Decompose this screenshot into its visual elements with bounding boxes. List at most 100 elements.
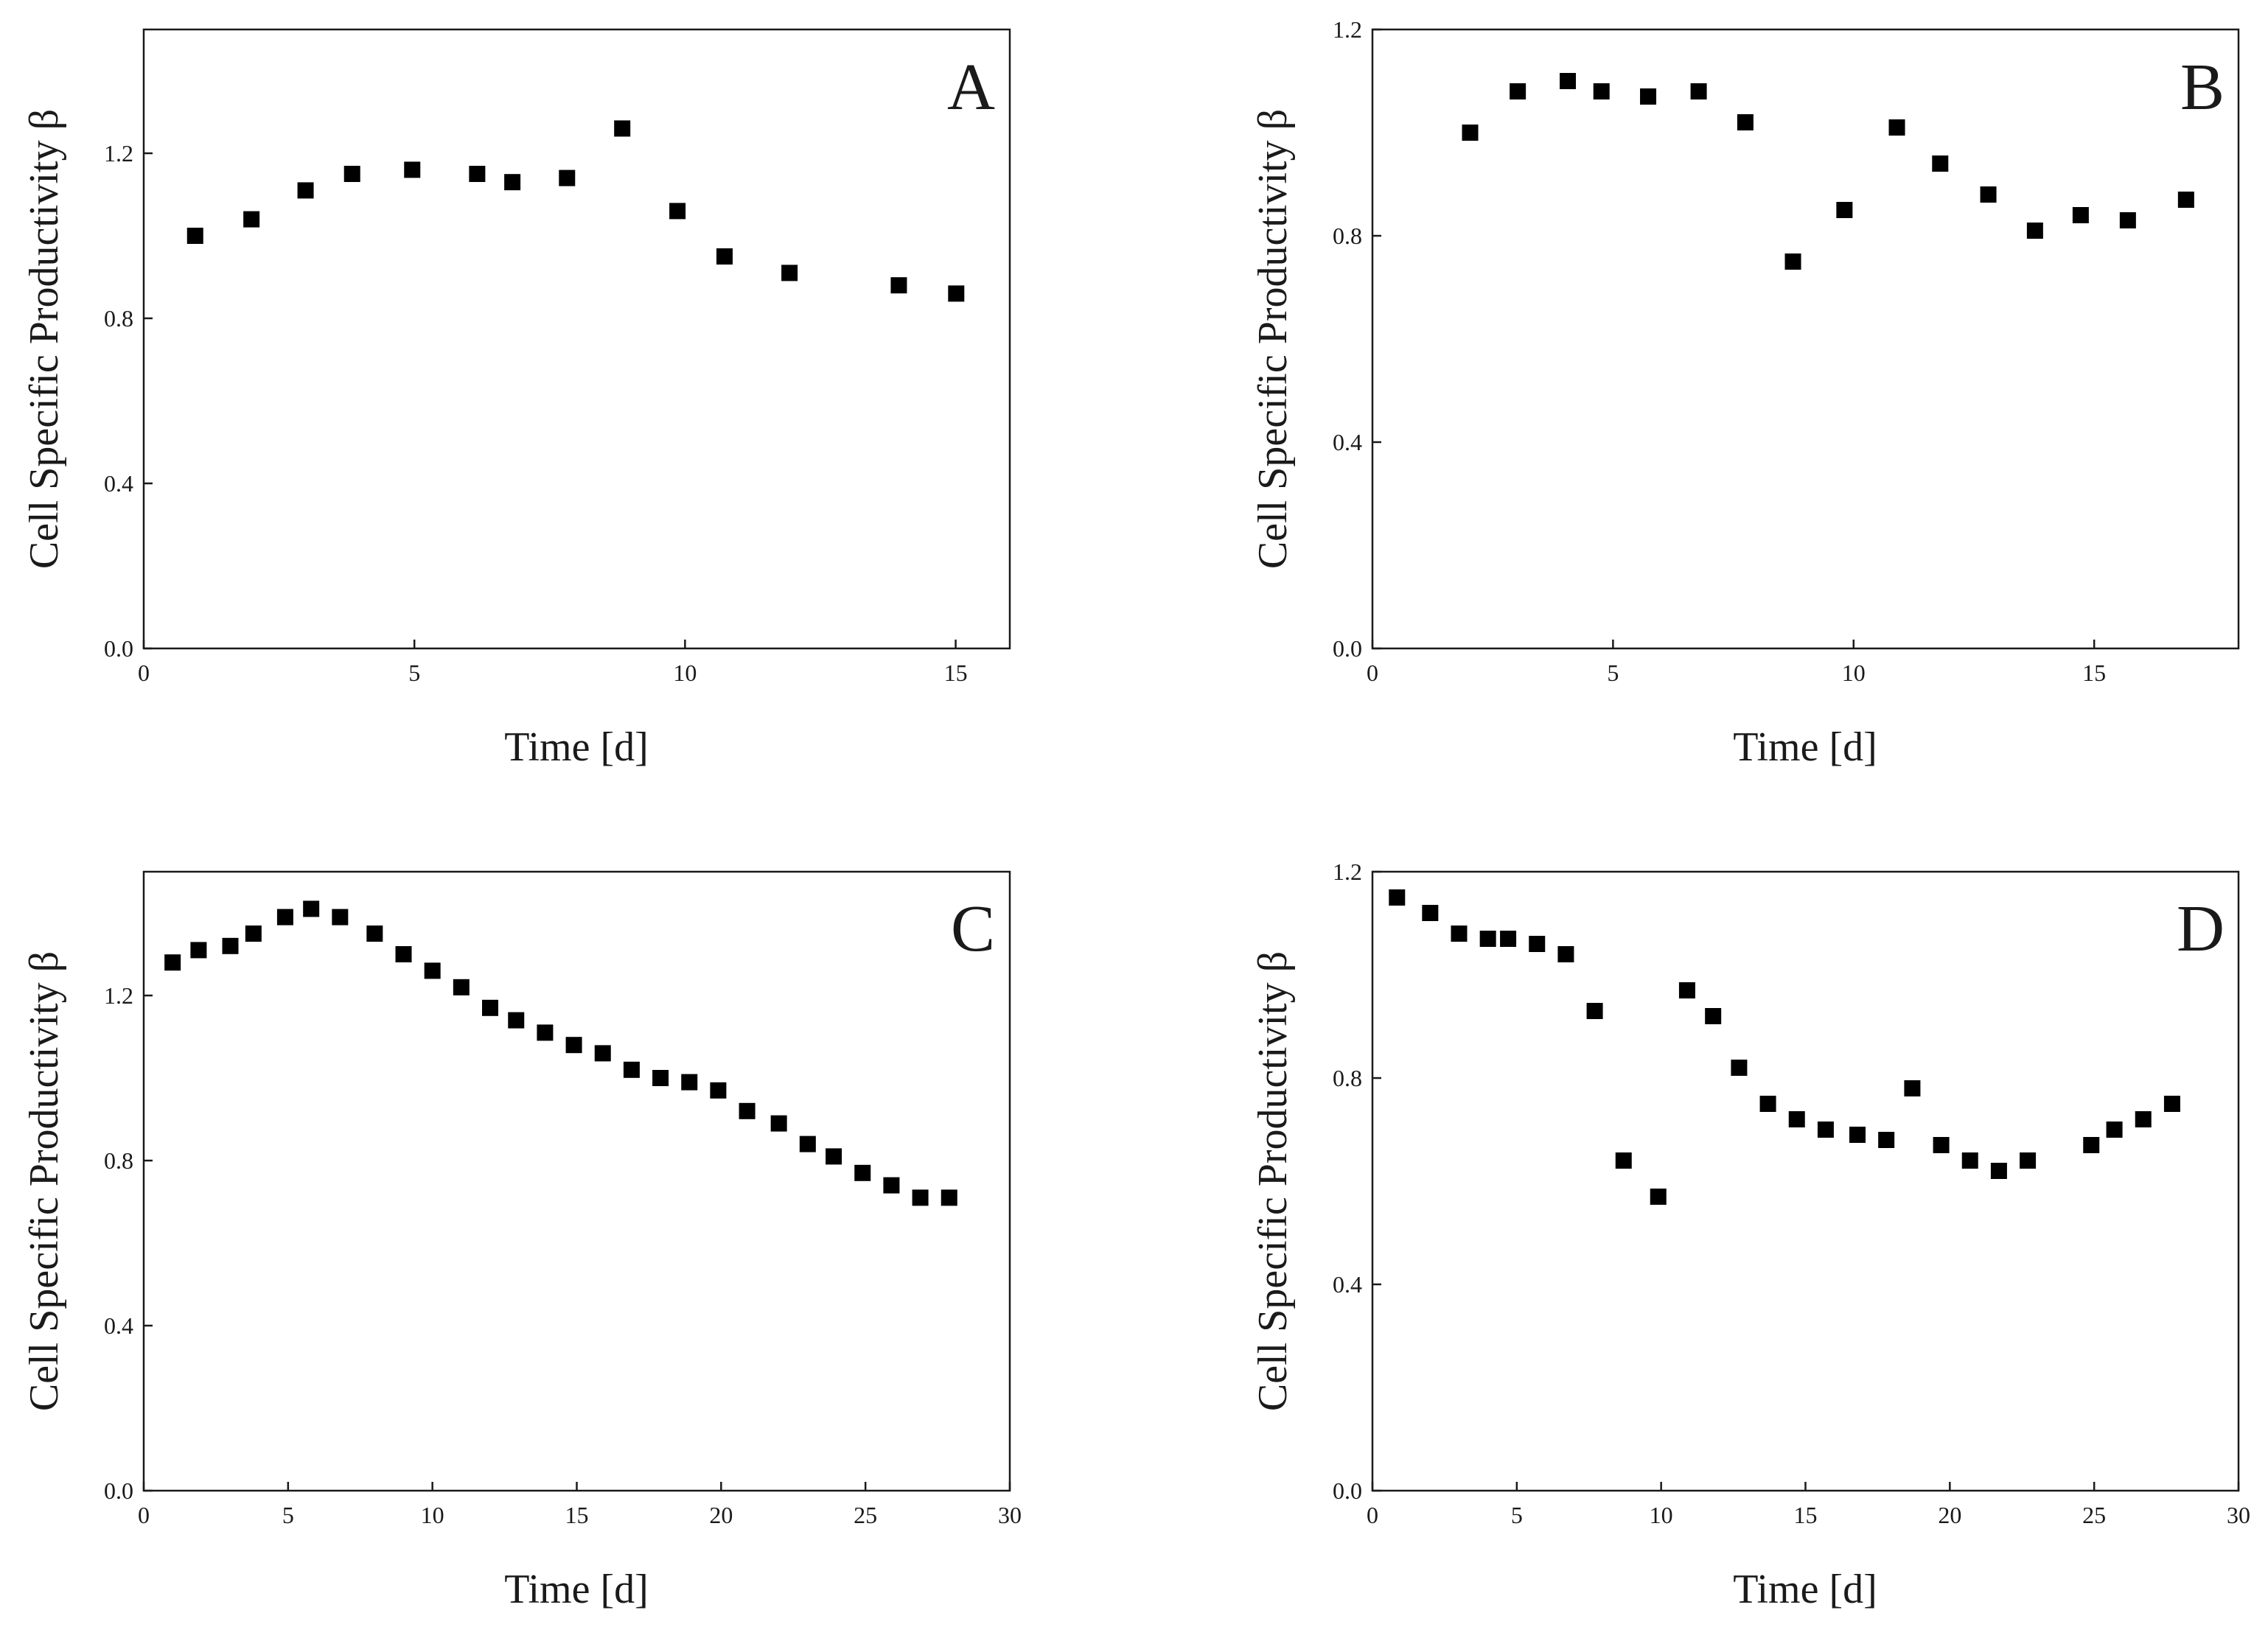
data-point — [504, 174, 521, 191]
y-tick-label: 0.0 — [1333, 1477, 1362, 1504]
data-point — [1510, 83, 1526, 99]
y-tick-label: 0.8 — [1333, 223, 1362, 249]
data-points — [186, 120, 965, 302]
data-point — [2026, 223, 2043, 239]
tick-marks — [142, 994, 1011, 1492]
data-point — [716, 248, 733, 265]
data-point — [276, 909, 293, 926]
data-point — [1836, 202, 1853, 218]
data-point — [1479, 931, 1496, 947]
tick-marks — [142, 152, 957, 650]
data-point — [1737, 114, 1754, 130]
data-point — [1462, 125, 1479, 141]
x-tick-label: 10 — [1842, 659, 1866, 686]
data-points — [1389, 889, 2180, 1205]
data-point — [1817, 1122, 1834, 1138]
data-point — [681, 1074, 698, 1091]
x-tick-labels: 0 5 10 15 20 25 30 — [138, 1502, 1022, 1528]
x-tick-label: 5 — [408, 659, 420, 686]
x-tick-label: 25 — [2082, 1502, 2106, 1528]
data-point — [1705, 1008, 1722, 1024]
x-tick-label: 10 — [673, 659, 697, 686]
y-axis-label: Cell Specific Productivity β — [21, 951, 67, 1411]
data-point — [948, 285, 965, 302]
data-point — [1990, 1163, 2007, 1179]
data-point — [1731, 1060, 1748, 1076]
data-point — [1640, 88, 1657, 105]
x-tick-label: 15 — [1794, 1502, 1818, 1528]
data-point — [469, 166, 486, 182]
data-point — [1888, 119, 1905, 136]
y-tick-label: 1.2 — [1333, 16, 1362, 43]
data-point — [781, 265, 798, 281]
x-tick-label: 0 — [1367, 1502, 1378, 1528]
data-point — [343, 166, 360, 182]
x-tick-label: 5 — [1511, 1502, 1523, 1528]
data-points — [164, 900, 957, 1206]
x-tick-label: 25 — [854, 1502, 877, 1528]
y-tick-labels: 0.0 0.4 0.8 1.2 — [104, 982, 133, 1504]
x-axis-label: Time [d] — [504, 724, 649, 770]
data-point — [1961, 1152, 1978, 1169]
x-tick-labels: 0 5 10 15 20 25 30 — [1367, 1502, 2250, 1528]
data-point — [508, 1012, 525, 1029]
data-point — [669, 203, 686, 220]
data-point — [424, 962, 441, 979]
data-point — [912, 1189, 929, 1206]
data-point — [1678, 982, 1695, 998]
data-point — [1849, 1127, 1866, 1143]
x-tick-label: 15 — [565, 1502, 589, 1528]
data-point — [297, 182, 314, 199]
panel-letter: C — [951, 892, 995, 965]
data-point — [1593, 83, 1610, 99]
x-axis-label: Time [d] — [504, 1567, 649, 1612]
data-point — [1500, 931, 1517, 947]
data-point — [565, 1037, 582, 1054]
plot-frame — [142, 28, 1011, 650]
y-axis-label: Cell Specific Productivity β — [1250, 109, 1296, 569]
data-point — [1586, 1003, 1603, 1019]
x-tick-label: 10 — [421, 1502, 444, 1528]
x-tick-label: 5 — [1607, 659, 1619, 686]
data-point — [623, 1061, 640, 1078]
data-point — [1650, 1189, 1667, 1205]
data-point — [739, 1102, 756, 1119]
data-point — [1690, 83, 1707, 99]
plot-frame — [1371, 870, 2240, 1492]
x-tick-label: 30 — [2227, 1502, 2250, 1528]
data-point — [1904, 1080, 1921, 1096]
panel-letter: A — [947, 51, 995, 124]
y-tick-labels: 0.0 0.4 0.8 1.2 — [104, 140, 133, 662]
x-tick-label: 5 — [282, 1502, 294, 1528]
data-point — [2083, 1137, 2100, 1153]
x-axis-label: Time [d] — [1733, 1567, 1877, 1612]
data-point — [453, 979, 470, 996]
x-tick-label: 0 — [138, 1502, 150, 1528]
data-point — [2135, 1111, 2152, 1127]
y-tick-label: 0.4 — [1333, 429, 1362, 455]
data-points — [1462, 73, 2194, 270]
data-point — [1980, 186, 1997, 203]
data-point — [770, 1115, 787, 1132]
data-point — [1529, 936, 1546, 952]
data-point — [332, 909, 349, 926]
data-point — [826, 1148, 842, 1165]
data-point — [1422, 905, 1439, 921]
x-tick-label: 15 — [944, 659, 968, 686]
data-point — [482, 999, 498, 1016]
data-point — [1784, 253, 1801, 270]
y-tick-label: 0.8 — [104, 305, 133, 332]
data-point — [537, 1024, 554, 1041]
y-axis-label: Cell Specific Productivity β — [21, 109, 67, 569]
data-point — [1451, 926, 1468, 942]
x-tick-labels: 0 5 10 15 — [138, 659, 968, 686]
data-point — [1560, 73, 1577, 89]
y-tick-label: 0.4 — [104, 470, 133, 497]
y-tick-label: 0.8 — [1333, 1065, 1362, 1091]
y-axis-label: Cell Specific Productivity β — [1250, 951, 1296, 1411]
data-point — [559, 169, 576, 186]
x-tick-label: 30 — [998, 1502, 1022, 1528]
x-tick-label: 20 — [709, 1502, 733, 1528]
data-point — [2163, 1096, 2180, 1112]
